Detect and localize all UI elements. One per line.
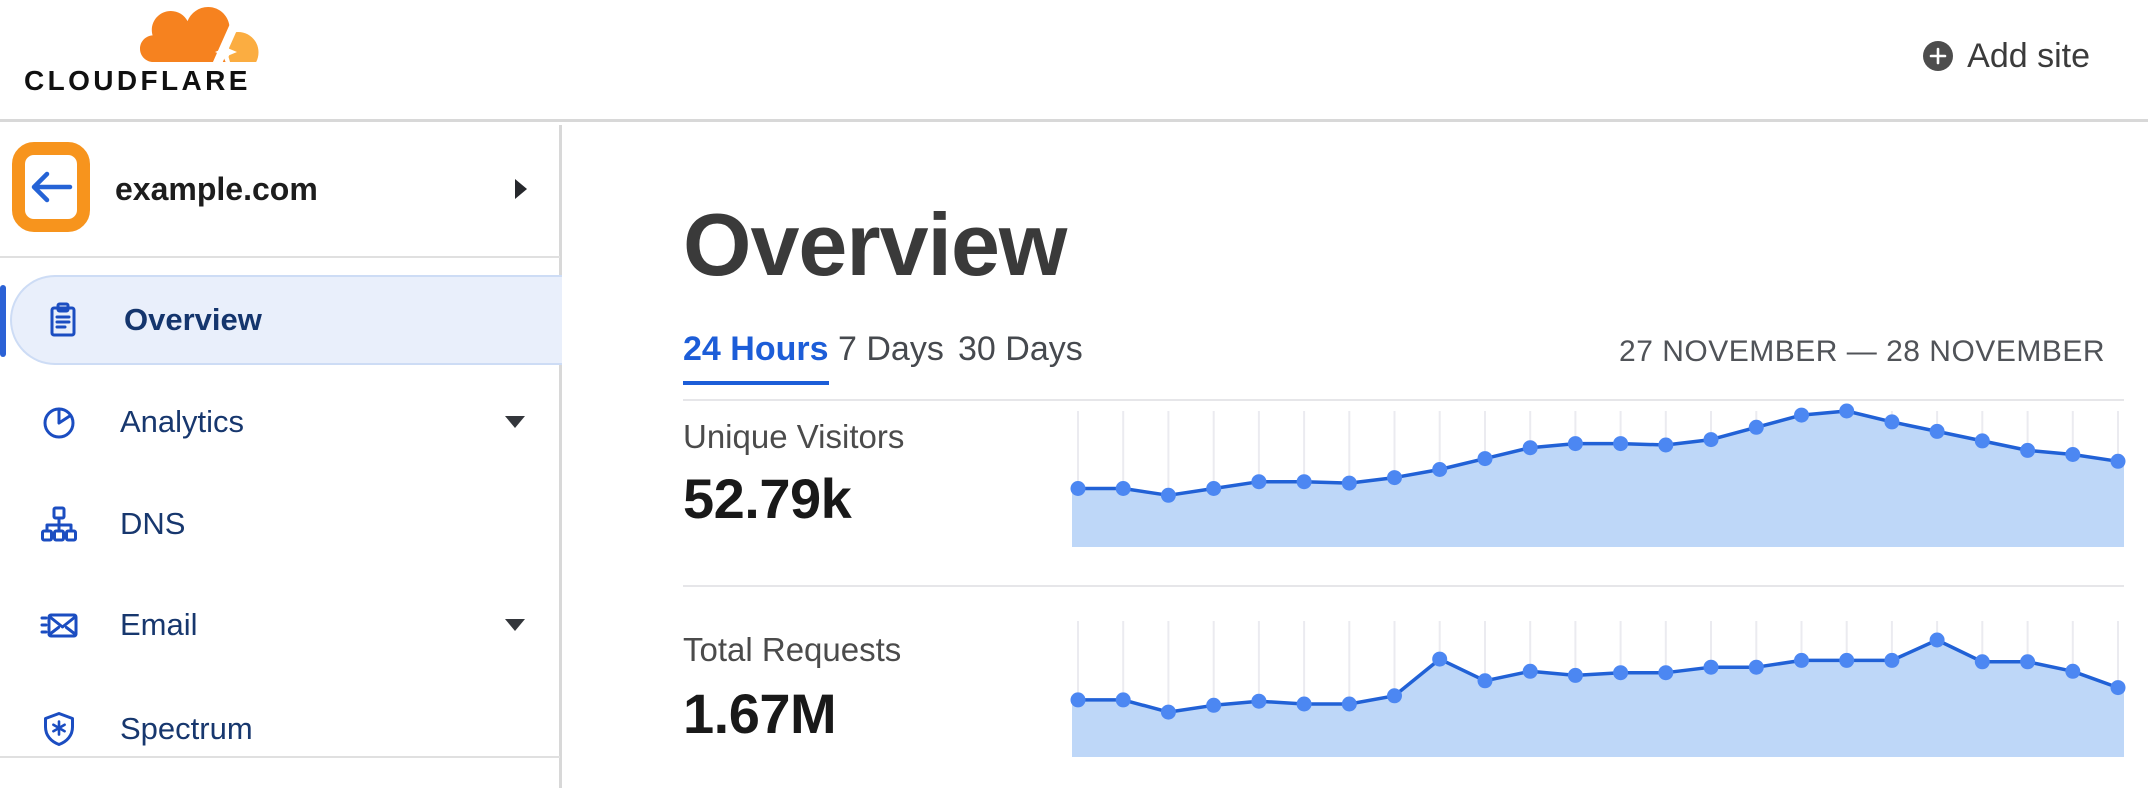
chevron-down-icon	[505, 619, 525, 631]
unique-visitors-chart	[1070, 403, 2126, 547]
pie-chart-icon	[43, 407, 75, 439]
add-site-button[interactable]: Add site	[1923, 30, 2090, 82]
sidebar-item-analytics[interactable]: Analytics	[0, 377, 562, 467]
sidebar-item-label: Email	[120, 607, 198, 642]
sidebar-item-email[interactable]: Email	[0, 580, 562, 670]
cloudflare-cloud-icon	[140, 7, 268, 65]
dns-tree-icon	[41, 506, 77, 542]
email-icon	[40, 613, 78, 638]
cloudflare-wordmark: CLOUDFLARE	[24, 65, 251, 96]
sidebar-divider-bottom	[0, 756, 560, 758]
site-name: example.com	[115, 171, 318, 207]
sidebar: example.com Overview Analytics	[0, 125, 562, 788]
tab-30-days[interactable]: 30 Days	[958, 330, 1083, 368]
section-divider	[683, 585, 2124, 587]
tab-24-hours[interactable]: 24 Hours	[683, 330, 829, 385]
page-title: Overview	[683, 195, 1067, 294]
sidebar-item-overview[interactable]: Overview	[10, 275, 562, 365]
top-header: CLOUDFLARE Add site	[0, 0, 2148, 122]
sidebar-item-label: Analytics	[120, 404, 245, 439]
active-item-accent	[0, 285, 6, 357]
total-requests-value: 1.67M	[683, 682, 837, 745]
total-requests-chart	[1070, 621, 2126, 757]
sidebar-item-dns[interactable]: DNS	[0, 479, 562, 569]
date-range-label: 27 NOVEMBER — 28 NOVEMBER	[1619, 335, 2105, 368]
clipboard-icon	[50, 302, 76, 337]
main-content: Overview 24 Hours 7 Days 30 Days 27 NOVE…	[565, 125, 2148, 788]
sidebar-item-label: Spectrum	[120, 711, 253, 746]
back-arrow-icon	[31, 171, 73, 203]
add-site-label: Add site	[1967, 36, 2090, 75]
unique-visitors-label: Unique Visitors	[683, 418, 905, 455]
sidebar-item-label: DNS	[120, 506, 186, 541]
total-requests-label: Total Requests	[683, 631, 902, 668]
tab-7-days[interactable]: 7 Days	[838, 330, 944, 368]
sidebar-item-label: Overview	[124, 302, 262, 337]
cloudflare-logo: CLOUDFLARE	[24, 5, 284, 117]
shield-spectrum-icon	[44, 712, 74, 746]
section-divider	[683, 399, 2124, 401]
plus-icon	[1923, 41, 1954, 71]
back-button[interactable]	[12, 142, 90, 232]
sidebar-divider-top	[0, 256, 560, 258]
chevron-down-icon	[505, 416, 525, 428]
sidebar-item-spectrum[interactable]: Spectrum	[0, 684, 562, 774]
site-selector[interactable]: example.com	[0, 125, 560, 255]
chevron-right-icon	[515, 179, 527, 199]
unique-visitors-value: 52.79k	[683, 467, 852, 530]
